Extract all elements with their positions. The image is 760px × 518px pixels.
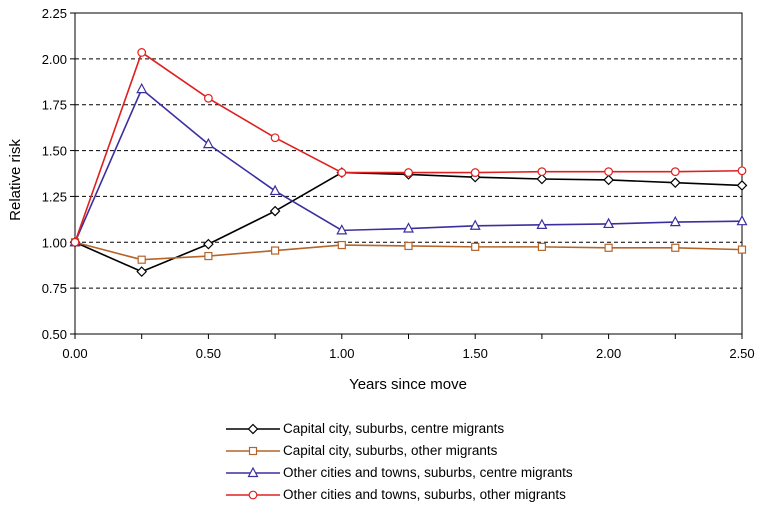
y-tick-label: 1.25 [42, 189, 67, 204]
y-tick-label: 1.50 [42, 144, 67, 159]
legend-item: Other cities and towns, suburbs, other m… [226, 484, 646, 506]
diamond-marker [669, 177, 681, 189]
diamond-marker [247, 423, 259, 435]
series-1 [69, 167, 748, 277]
x-axis-label: Years since move [349, 376, 467, 393]
circle-marker [470, 168, 480, 177]
legend-label: Other cities and towns, suburbs, other m… [283, 487, 566, 502]
circle-marker [70, 237, 80, 247]
legend-label: Other cities and towns, suburbs, centre … [283, 465, 573, 480]
x-tick-label: 0.50 [196, 346, 221, 361]
y-axis-label: Relative risk [7, 139, 24, 221]
circle-marker [337, 168, 347, 177]
circle-marker [203, 93, 213, 103]
series-4 [70, 48, 747, 247]
circle-marker [737, 166, 747, 176]
circle-marker [270, 133, 280, 143]
diamond-marker [603, 174, 614, 186]
legend-swatch [226, 446, 280, 456]
square-marker [137, 255, 146, 264]
triangle-marker [536, 218, 548, 229]
series-line [74, 51, 743, 243]
legend-item: Other cities and towns, suburbs, centre … [226, 462, 646, 484]
triangle-marker [403, 222, 414, 233]
square-marker [337, 240, 346, 250]
triangle-marker [136, 82, 148, 94]
series-group [69, 48, 748, 277]
triangle-marker [469, 219, 481, 230]
series-line [74, 87, 743, 243]
triangle-marker [336, 224, 348, 235]
x-tick-label: 1.50 [463, 346, 488, 361]
series-line [74, 171, 743, 273]
gridlines [75, 58, 742, 289]
square-marker [671, 243, 680, 252]
legend-label: Capital city, suburbs, centre migrants [283, 421, 505, 436]
square-marker [471, 242, 480, 251]
triangle-marker [247, 466, 259, 478]
circle-marker [537, 167, 547, 177]
diamond-marker [536, 173, 548, 185]
triangle-marker [669, 215, 681, 227]
legend-item: Capital city, suburbs, centre migrants [226, 418, 646, 440]
line-chart: 2.25 2.00 1.75 1.50 1.25 1.00 0.75 0.50 0.00 0.50… [7, 6, 755, 393]
legend-label: Capital city, suburbs, other migrants [283, 443, 498, 458]
x-tick-label: 2.50 [729, 346, 754, 361]
square-marker [271, 246, 280, 255]
triangle-marker [603, 217, 615, 229]
square-marker [537, 242, 547, 251]
legend-swatch [226, 466, 280, 478]
y-tick-label: 1.75 [42, 98, 67, 113]
triangle-marker [269, 184, 281, 196]
diamond-marker [203, 238, 214, 250]
x-tick-label: 1.00 [329, 346, 354, 361]
legend-swatch [226, 490, 280, 500]
x-tick-label: 0.00 [62, 346, 87, 361]
circle-marker [404, 168, 413, 177]
legend-item: Capital city, suburbs, other migrants [226, 440, 646, 462]
square-marker [604, 243, 613, 252]
circle-marker [137, 48, 147, 57]
circle-marker [248, 490, 258, 500]
square-marker [737, 245, 747, 254]
circle-marker [604, 167, 613, 177]
triangle-marker [736, 214, 748, 226]
y-tick-label: 0.50 [42, 327, 67, 342]
diamond-marker [269, 205, 281, 217]
legend-swatch [226, 423, 280, 435]
circle-marker [670, 167, 680, 177]
diamond-marker [136, 266, 148, 277]
legend: Capital city, suburbs, centre migrants Ca… [226, 418, 646, 506]
x-tick-label: 2.00 [596, 346, 621, 361]
y-tick-label: 2.00 [42, 52, 67, 67]
square-marker [404, 241, 413, 251]
diamond-marker [736, 180, 748, 191]
y-tick-label: 2.25 [42, 6, 67, 21]
axes: 2.25 2.00 1.75 1.50 1.25 1.00 0.75 0.50 0.00 0.50… [42, 6, 755, 361]
square-marker [204, 251, 213, 261]
square-marker [248, 446, 258, 456]
y-tick-label: 0.75 [42, 281, 67, 296]
series-2 [70, 238, 747, 264]
series-3 [69, 82, 748, 247]
triangle-marker [202, 137, 214, 149]
y-tick-label: 1.00 [42, 235, 67, 250]
